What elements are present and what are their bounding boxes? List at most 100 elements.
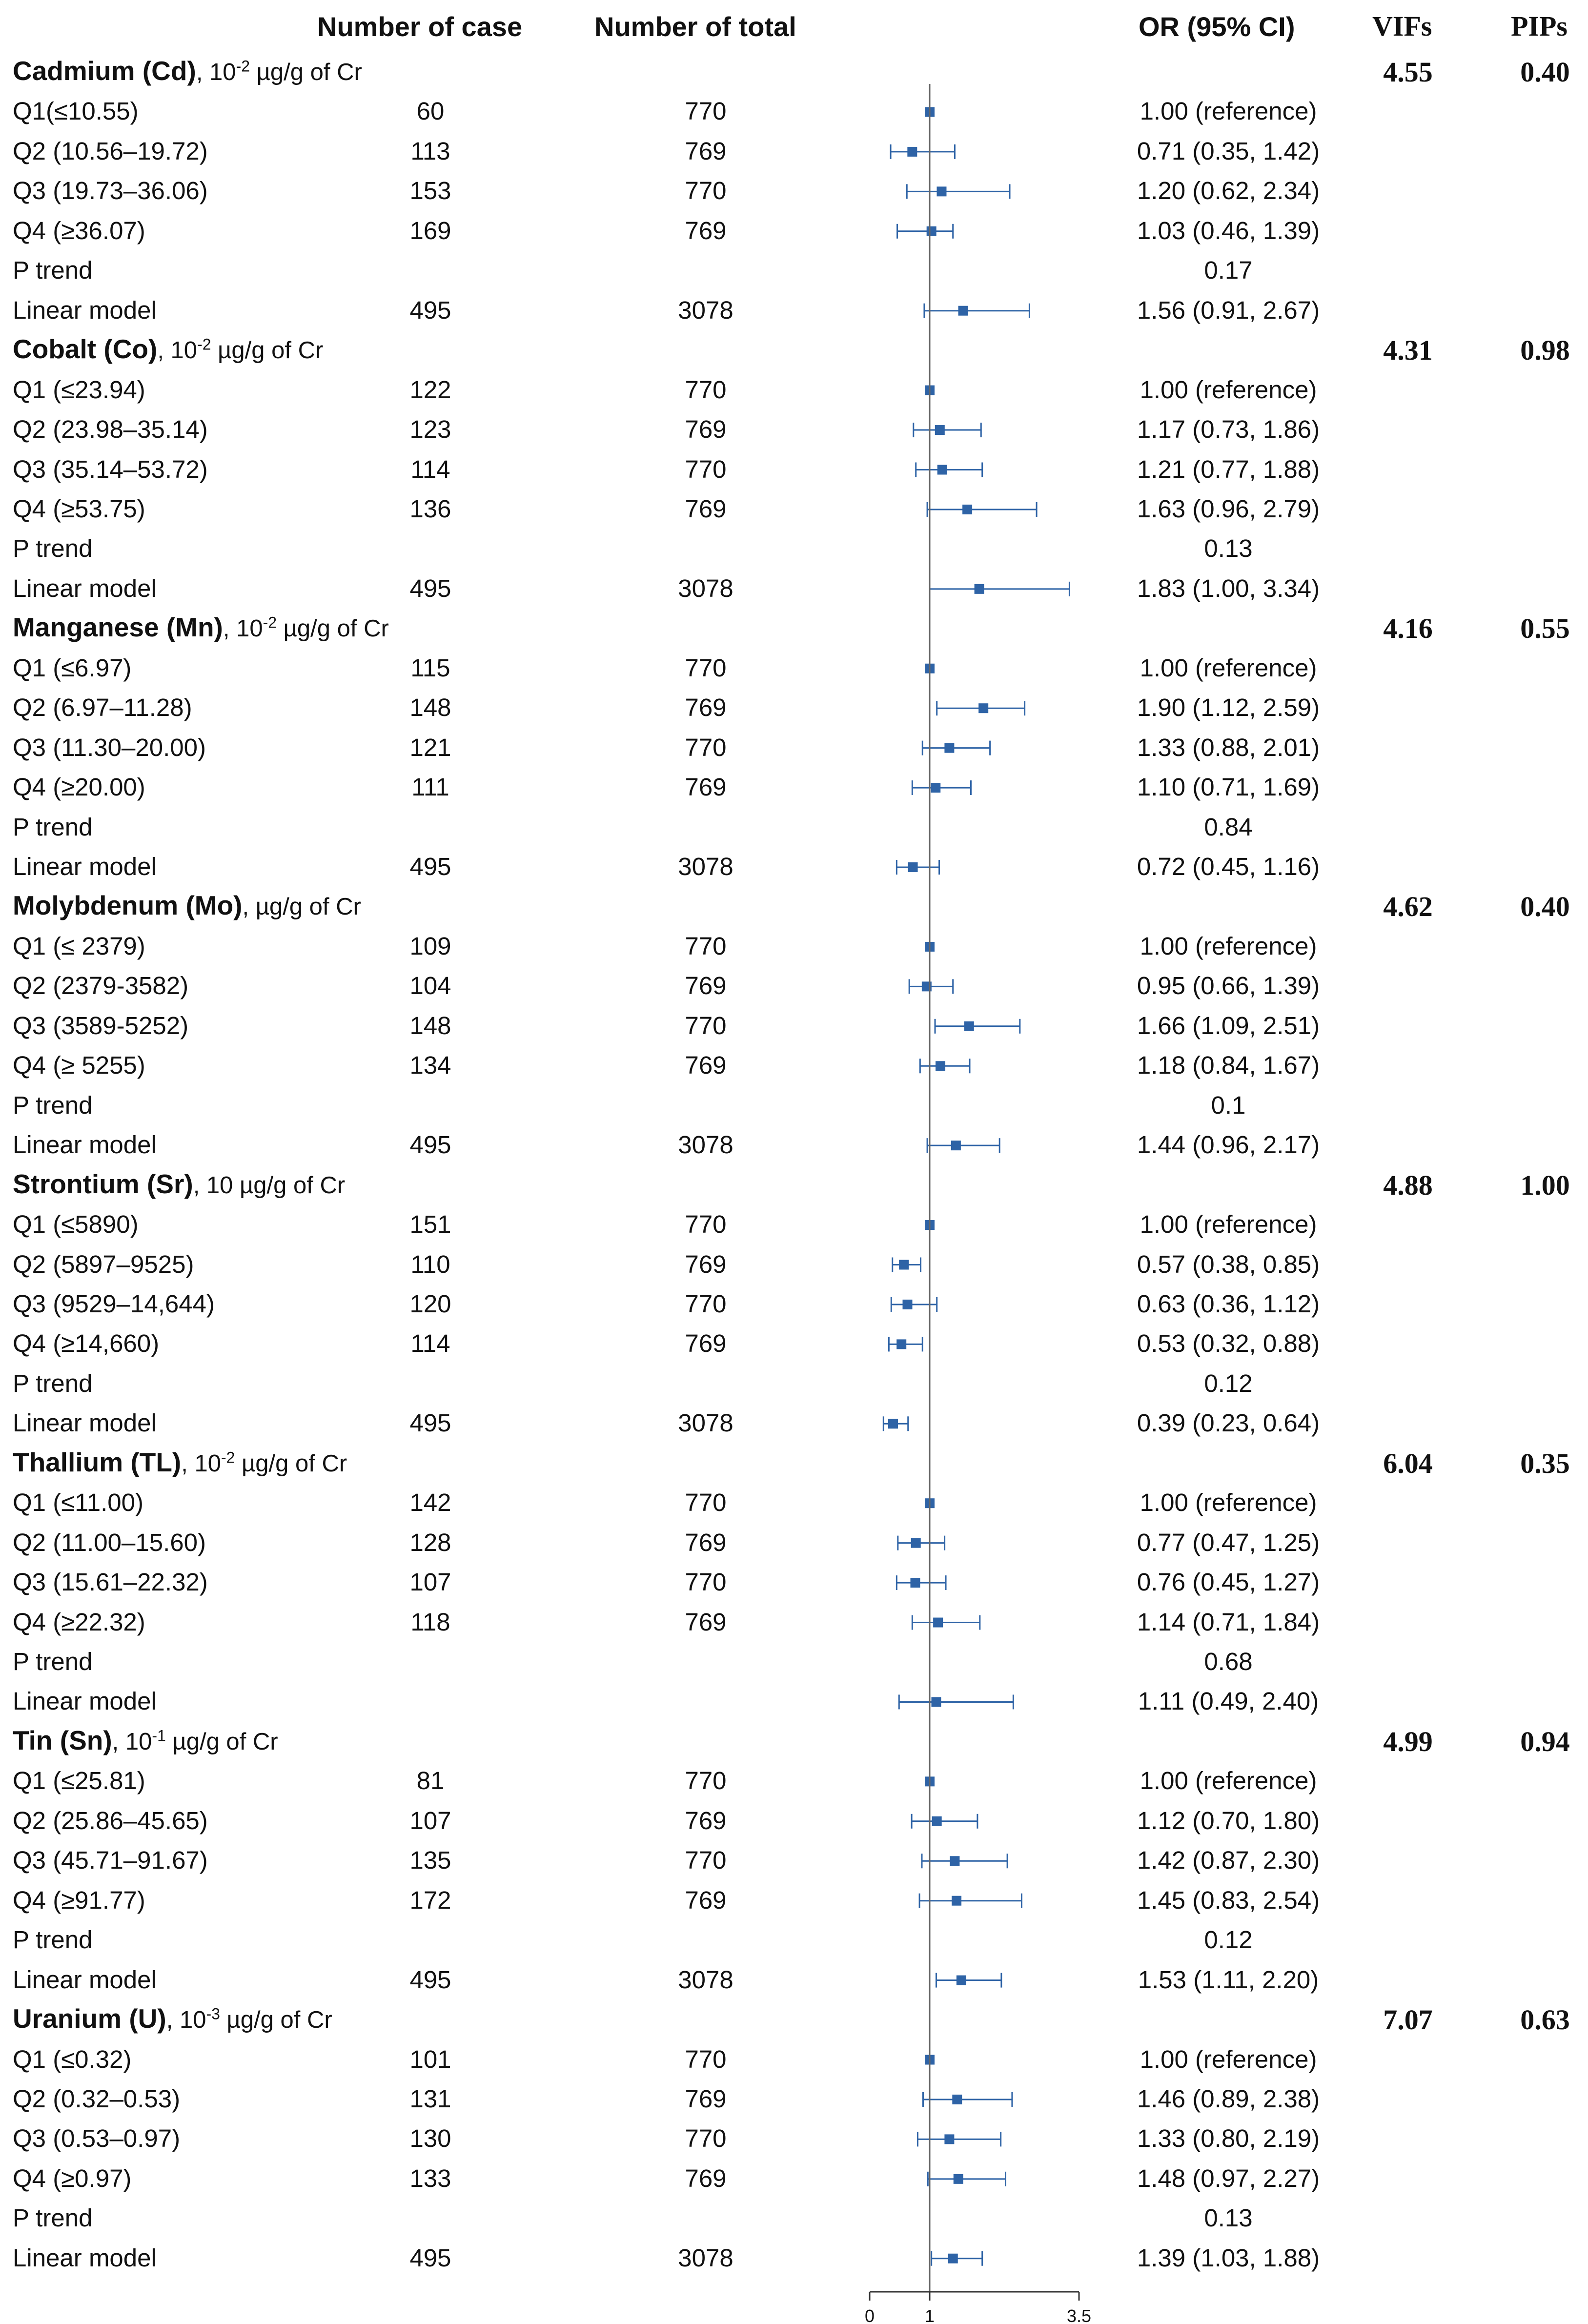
total-count: 3078 (678, 574, 733, 602)
total-count: 769 (685, 1806, 727, 1835)
or-point (931, 1697, 941, 1707)
case-count: 495 (409, 1965, 451, 1994)
or-ci-text: 1.10 (0.71, 1.69) (1137, 773, 1320, 801)
group-label: Uranium (U), 10-3 µg/g of Cr (13, 2005, 332, 2032)
p-trend-label: P trend (13, 2204, 93, 2232)
total-count: 769 (685, 1329, 727, 1358)
case-count: 101 (409, 2045, 451, 2073)
pip-value: 0.98 (1520, 334, 1570, 367)
total-count: 3078 (678, 296, 733, 324)
group-name: Molybdenum (Mo) (13, 890, 243, 921)
or-ci-text: 1.17 (0.73, 1.86) (1137, 415, 1320, 444)
total-count: 3078 (678, 853, 733, 880)
or-ci-text: 1.12 (0.70, 1.80) (1137, 1806, 1320, 1835)
case-count: 148 (409, 1011, 451, 1040)
or-ci-text: 1.46 (0.89, 2.38) (1137, 2084, 1320, 2113)
or-ci-text: 1.00 (reference) (1140, 932, 1317, 960)
group-unit: , µg/g of Cr (242, 894, 361, 920)
total-count: 770 (685, 97, 727, 125)
or-ci-text: 1.00 (reference) (1140, 1210, 1317, 1239)
or-ci-text: 1.33 (0.80, 2.19) (1137, 2124, 1320, 2153)
or-point (936, 1061, 946, 1071)
x-tick-label: 3.5 (1067, 2306, 1091, 2324)
or-ci-text: 0.76 (0.45, 1.27) (1137, 1568, 1320, 1596)
case-count: 81 (416, 1767, 445, 1795)
group-unit-prefix: , 10 (166, 2007, 206, 2034)
or-point (962, 504, 973, 514)
or-point (948, 2253, 958, 2263)
total-count: 769 (685, 1886, 727, 1914)
case-count: 118 (410, 1608, 450, 1636)
row-label: Q3 (0.53–0.97) (13, 2124, 181, 2153)
row-label: Linear model (13, 1131, 157, 1159)
case-count: 113 (410, 137, 450, 165)
or-ci-text: 1.14 (0.71, 1.84) (1137, 1608, 1320, 1636)
case-count: 151 (409, 1210, 451, 1239)
total-count: 770 (685, 1767, 727, 1795)
or-point (911, 1538, 921, 1548)
or-ci-text: 0.72 (0.45, 1.16) (1137, 853, 1320, 880)
case-count: 172 (409, 1886, 451, 1914)
pip-value: 0.55 (1520, 612, 1570, 645)
case-count: 136 (409, 494, 451, 523)
pip-value: 0.35 (1520, 1447, 1570, 1479)
total-count: 770 (685, 1210, 727, 1239)
row-label: Q1 (≤25.81) (13, 1767, 145, 1795)
group-unit-prefix: , 10 (112, 1728, 152, 1755)
or-point (956, 1975, 966, 1985)
or-point (944, 2134, 955, 2144)
pip-value: 0.63 (1520, 2004, 1570, 2036)
total-count: 769 (685, 2084, 727, 2113)
total-count: 770 (685, 2045, 727, 2073)
vif-value: 4.16 (1383, 612, 1433, 645)
or-ci-text: 1.00 (reference) (1140, 2045, 1317, 2073)
pip-value: 0.40 (1520, 891, 1570, 923)
case-count: 495 (409, 574, 451, 602)
row-label: Linear model (13, 1409, 157, 1437)
total-count: 770 (685, 733, 727, 761)
case-count: 110 (410, 1250, 450, 1278)
row-label: Linear model (13, 574, 157, 602)
row-label: Q1 (≤0.32) (13, 2045, 132, 2073)
or-ci-text: 1.83 (1.00, 3.34) (1137, 574, 1320, 602)
group-unit-suffix: µg/g of Cr (233, 1172, 346, 1199)
or-point (978, 703, 989, 714)
or-ci-text: 1.21 (0.77, 1.88) (1137, 455, 1320, 483)
or-ci-text: 1.53 (1.11, 2.20) (1138, 1965, 1319, 1994)
or-point (888, 1419, 898, 1429)
p-trend-value: 0.13 (1204, 534, 1253, 563)
row-label: Q2 (10.56–19.72) (13, 137, 208, 165)
row-label: Q4 (≥36.07) (13, 216, 145, 245)
vif-value: 4.55 (1383, 56, 1433, 88)
p-trend-label: P trend (13, 1369, 93, 1397)
row-label: Q4 (≥22.32) (13, 1608, 145, 1636)
group-unit: , 10-2 µg/g of Cr (157, 337, 323, 364)
group-label: Cadmium (Cd), 10-2 µg/g of Cr (13, 58, 362, 84)
or-ci-text: 1.18 (0.84, 1.67) (1137, 1051, 1320, 1080)
case-count: 495 (409, 2243, 451, 2272)
total-count: 770 (685, 2124, 727, 2153)
total-count: 3078 (678, 1409, 733, 1437)
row-label: Linear model (13, 853, 157, 880)
case-count: 148 (409, 693, 451, 722)
or-point (907, 146, 917, 157)
group-unit-exponent: -2 (197, 335, 211, 353)
row-label: Q1 (≤6.97) (13, 653, 132, 682)
or-point (899, 1260, 909, 1270)
group-unit-suffix: µg/g of Cr (165, 1728, 278, 1755)
row-label: Q2 (5897–9525) (13, 1250, 194, 1278)
or-ci-text: 1.90 (1.12, 2.59) (1137, 693, 1320, 722)
or-ci-text: 1.00 (reference) (1140, 97, 1317, 125)
group-unit-suffix: µg/g of Cr (220, 2007, 332, 2034)
header-cases: Number of case (317, 11, 523, 42)
group-unit-suffix: µg/g of Cr (277, 615, 389, 642)
group-name: Thallium (TL) (13, 1447, 182, 1477)
or-ci-text: 1.42 (0.87, 2.30) (1137, 1846, 1320, 1875)
p-trend-label: P trend (13, 1091, 93, 1119)
or-point (951, 1141, 961, 1151)
total-count: 769 (685, 1608, 727, 1636)
row-label: Q4 (≥0.97) (13, 2164, 132, 2192)
case-count: 109 (409, 932, 451, 960)
case-count: 114 (410, 455, 450, 483)
